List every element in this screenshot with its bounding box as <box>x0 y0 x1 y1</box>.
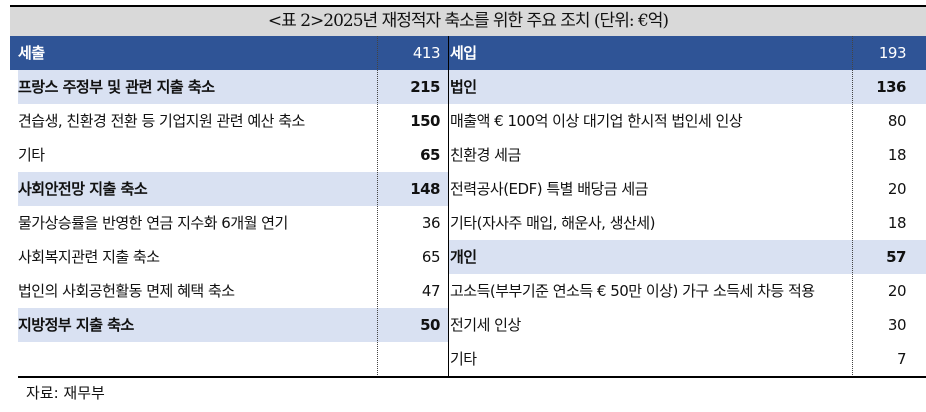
expenditure-value: 150 <box>410 112 440 130</box>
source-note: 자료: 재무부 <box>26 384 105 402</box>
revenue-item: 기타(자사주 매입, 해운사, 생산세) <box>450 214 655 232</box>
table-row: 사회복지관련 지출 축소 65 개인 57 <box>10 240 926 274</box>
table-row: 견습생, 친환경 전환 등 기업지원 관련 예산 축소 150 매출액 € 100억… <box>10 104 926 138</box>
revenue-value: 7 <box>896 350 907 368</box>
column-divider <box>852 36 853 377</box>
revenue-value: 20 <box>887 180 907 198</box>
revenue-item: 고소득(부부기준 연소득 € 50만 이상) 가구 소득세 차등 적용 <box>450 282 815 300</box>
expenditure-value: 65 <box>421 248 441 266</box>
revenue-value: 20 <box>887 282 907 300</box>
table-row: 사회안전망 지출 축소 148 전력공사(EDF) 특별 배당금 세금 20 <box>10 172 926 206</box>
expenditure-item <box>18 342 378 376</box>
table-row: 법인의 사회공헌활동 면제 혜택 축소 47 고소득(부부기준 연소득 € 50만 … <box>10 274 926 308</box>
expenditure-item: 물가상승률을 반영한 연금 지수화 6개월 연기 <box>18 214 288 232</box>
expenditure-value: 148 <box>410 180 440 198</box>
expenditure-value: 50 <box>420 316 440 334</box>
expenditure-item: 프랑스 주정부 및 관련 지출 축소 <box>18 78 215 96</box>
bottom-border <box>18 376 926 378</box>
column-divider <box>377 36 378 377</box>
highlight-right <box>448 240 926 274</box>
center-divider <box>448 36 449 377</box>
revenue-item: 친환경 세금 <box>450 146 521 164</box>
revenue-value: 18 <box>887 146 907 164</box>
table-row: 지방정부 지출 축소 50 전기세 인상 30 <box>10 308 926 342</box>
header-expenditure-value: 413 <box>412 44 441 62</box>
revenue-value: 136 <box>876 78 906 96</box>
expenditure-value: 47 <box>421 282 441 300</box>
expenditure-item: 사회복지관련 지출 축소 <box>18 248 160 266</box>
header-revenue-label: 세입 <box>450 44 477 62</box>
header-expenditure-label: 세출 <box>18 44 45 62</box>
revenue-value: 80 <box>887 112 907 130</box>
revenue-item: 매출액 € 100억 이상 대기업 한시적 법인세 인상 <box>450 112 743 130</box>
expenditure-value <box>378 342 448 376</box>
expenditure-value: 36 <box>421 214 441 232</box>
revenue-value: 30 <box>887 316 907 334</box>
highlight-left <box>18 172 448 206</box>
measures-table: 세출 413 세입 193 프랑스 주정부 및 관련 지출 축소 215 법인 136… <box>10 36 926 376</box>
revenue-item: 전력공사(EDF) 특별 배당금 세금 <box>450 180 648 198</box>
expenditure-item: 기타 <box>18 146 45 164</box>
revenue-value: 18 <box>887 214 907 232</box>
expenditure-item: 법인의 사회공헌활동 면제 혜택 축소 <box>18 282 235 300</box>
table-row: 프랑스 주정부 및 관련 지출 축소 215 법인 136 <box>10 70 926 104</box>
table-row: 기타 65 친환경 세금 18 <box>10 138 926 172</box>
expenditure-value: 65 <box>420 146 440 164</box>
revenue-item: 법인 <box>450 78 477 96</box>
expenditure-item: 견습생, 친환경 전환 등 기업지원 관련 예산 축소 <box>18 112 305 130</box>
revenue-item: 전기세 인상 <box>450 316 521 334</box>
revenue-item: 개인 <box>450 248 477 266</box>
header-row: 세출 413 세입 193 <box>10 36 926 70</box>
table-row: 물가상승률을 반영한 연금 지수화 6개월 연기 36 기타(자사주 매입, 해운사… <box>10 206 926 240</box>
table-title: <표 2>2025년 재정적자 축소를 위한 주요 조치 (단위: €억) <box>10 5 926 36</box>
expenditure-item: 지방정부 지출 축소 <box>18 316 134 334</box>
highlight-right <box>448 70 926 104</box>
header-revenue-value: 193 <box>878 44 907 62</box>
highlight-left <box>18 70 448 104</box>
revenue-value: 57 <box>886 248 906 266</box>
expenditure-value: 215 <box>410 78 440 96</box>
revenue-item: 기타 <box>450 350 477 368</box>
expenditure-item: 사회안전망 지출 축소 <box>18 180 148 198</box>
highlight-left <box>18 308 448 342</box>
table-row: 기타 7 <box>10 342 926 376</box>
